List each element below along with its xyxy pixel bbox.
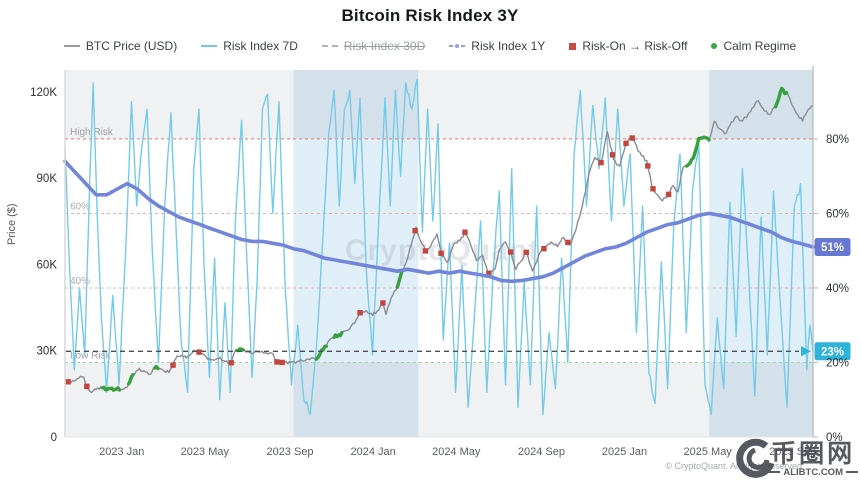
risk-off-marker	[486, 270, 492, 277]
risk-off-marker	[645, 163, 651, 169]
calm-regime-segment	[126, 372, 135, 386]
swatch-part	[461, 45, 466, 47]
risk_1y-badge-label: 51%	[821, 242, 844, 254]
risk_7d-badge-label: 23%	[821, 346, 844, 358]
risk-off-marker	[609, 152, 616, 158]
right-axis-tick-label: 80%	[826, 134, 849, 146]
calm-regime-segment	[314, 344, 328, 361]
risk-off-marker	[422, 248, 429, 254]
risk-off-marker	[274, 359, 280, 365]
risk-1y-line	[63, 159, 815, 284]
legend-label: BTC Price (USD)	[85, 39, 178, 53]
logo-dash	[846, 471, 858, 473]
risk-off-marker	[629, 135, 635, 141]
swatch-part	[449, 45, 454, 47]
current-value-arrow-icon	[801, 346, 811, 357]
right-axis-tick-label: 0%	[826, 432, 843, 444]
right-axis-tick-label: 20%	[826, 357, 849, 369]
low-risk-zone	[65, 362, 813, 437]
risk-off-marker	[65, 379, 71, 385]
risk-off-marker	[380, 300, 386, 306]
calm-regime-segment	[773, 86, 789, 109]
logo-site-text: ALIBTC.COM	[783, 466, 843, 478]
legend-label: Calm Regime	[723, 39, 797, 53]
risk-off-marker	[357, 310, 363, 316]
x-axis-tick-label: 2024 Sep	[518, 446, 565, 458]
risk-off-marker	[462, 229, 468, 235]
risk-off-marker	[507, 249, 514, 255]
x-axis-tick-label: 2023 Sep	[266, 446, 313, 458]
risk_1y-badge	[814, 237, 851, 256]
risk-off-marker	[412, 227, 418, 234]
risk-off-marker	[228, 360, 234, 366]
chart-title: Bitcoin Risk Index 3Y	[341, 6, 519, 25]
left-axis-tick-label: 30K	[37, 346, 58, 358]
right-axis-tick-label: 60%	[826, 208, 849, 220]
x-axis-tick-label: 2025 Sep	[769, 446, 816, 458]
risk-off-marker	[650, 186, 656, 192]
risk-30d-dashed-line-icon	[321, 45, 338, 47]
risk-off-marker	[623, 140, 629, 147]
legend-item-risk-30d[interactable]: Risk Index 30D	[321, 39, 426, 53]
copyright-attribution: © CryptoQuant. All rights reserved	[665, 461, 802, 471]
risk-off-square-icon	[569, 42, 577, 50]
left-axis-tick-label: 120K	[30, 87, 57, 99]
legend-item-risk-1y[interactable]: Risk Index 1Y	[449, 39, 545, 53]
left-axis-tick-label: 90K	[37, 173, 58, 185]
risk-off-marker	[170, 362, 176, 368]
high-risk-zone	[65, 70, 813, 139]
x-axis-tick-label: 2025 Jan	[602, 446, 647, 458]
legend-item-risk-7d[interactable]: Risk Index 7D	[201, 39, 298, 53]
logo-chinese-text: 币圈网	[771, 439, 856, 468]
left-axis-tick-label: 0	[51, 432, 57, 444]
btc-price-line-icon	[63, 45, 80, 47]
legend-label: Risk Index 1Y	[471, 39, 546, 53]
calm-regime-segment	[235, 347, 245, 353]
legend-label: Risk Index 7D	[223, 39, 298, 53]
risk_7d-badge	[814, 342, 851, 361]
x-axis-tick-label: 2023 Jan	[99, 446, 144, 458]
swirl-logo-icon	[736, 438, 775, 478]
risk-off-marker	[84, 383, 90, 390]
risk-off-marker	[565, 239, 571, 246]
calm-regime-dot-icon	[711, 43, 718, 49]
gridline-label: 60%	[70, 201, 90, 212]
calm-regime-segment	[395, 270, 404, 289]
gridline-label: 40%	[70, 276, 90, 287]
risk-1y-dashdot-icon	[449, 44, 466, 48]
calm-regime-segment	[100, 385, 122, 392]
swatch-part	[455, 44, 460, 48]
risk-off-marker	[598, 159, 604, 166]
legend-label: Risk Index 30D	[343, 39, 426, 53]
risk-7d-line	[64, 78, 814, 416]
x-axis-tick-label: 2023 May	[181, 446, 230, 458]
calm-regime-segment	[153, 364, 160, 371]
right-axis-tick-label: 40%	[826, 283, 849, 295]
risk-off-marker	[665, 191, 672, 198]
legend-label: Risk-On → Risk-Off	[582, 39, 688, 53]
legend-item-btc-price[interactable]: BTC Price (USD)	[63, 39, 178, 53]
risk-off-marker	[523, 249, 529, 256]
calm-regime-segment	[332, 330, 344, 340]
legend-item-calm-regime[interactable]: Calm Regime	[711, 39, 796, 53]
x-axis-tick-label: 2024 Jan	[351, 446, 396, 458]
risk-off-marker	[196, 349, 202, 355]
legend-item-risk-off[interactable]: Risk-On → Risk-Off	[569, 39, 687, 53]
left-axis-tick-label: 60K	[37, 259, 58, 271]
gridline-label: Low Risk	[70, 350, 112, 361]
risk-off-marker	[541, 245, 547, 252]
chart-legend: BTC Price (USD) Risk Index 7D Risk Index…	[0, 39, 860, 53]
x-axis-tick-label: 2025 May	[684, 446, 733, 458]
risk-off-marker	[438, 250, 444, 256]
risk-off-marker	[279, 359, 285, 366]
risk-7d-line-icon	[201, 45, 218, 47]
calm-regime-segment	[684, 135, 711, 168]
alibtc-logo[interactable]: 币圈网 ALIBTC.COM	[730, 436, 858, 482]
x-axis-tick-label: 2024 May	[432, 446, 481, 458]
logo-dash	[768, 471, 781, 473]
